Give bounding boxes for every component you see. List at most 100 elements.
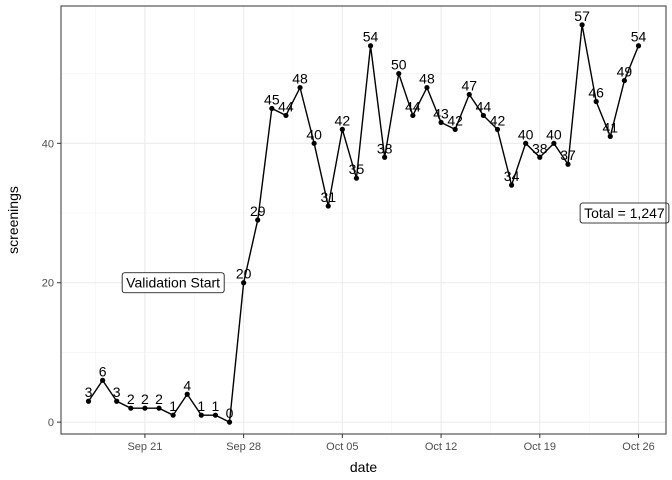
data-label: 48 (419, 71, 435, 87)
y-axis-title: screenings (5, 186, 21, 254)
data-point (607, 133, 613, 139)
data-point (269, 105, 275, 112)
data-point (297, 84, 303, 91)
data-label: 1 (169, 398, 177, 414)
data-labels: 363 2 2 2 141 1 020294544484031423554385044484… (85, 8, 647, 421)
series-line (87, 24, 640, 424)
annotation-label: Validation Start (121, 272, 225, 294)
data-point (226, 419, 233, 425)
x-tick-label: Oct 05 (326, 441, 358, 453)
x-tick-label: Oct 12 (425, 441, 457, 453)
data-point (396, 71, 402, 77)
data-point (311, 140, 317, 146)
y-tick-label: 0 (48, 417, 54, 429)
data-label: 42 (335, 112, 351, 128)
x-tick-label: Sep 21 (127, 441, 162, 453)
data-label: 20 (236, 266, 252, 282)
annotation-text: Validation Start (126, 275, 220, 291)
data-label: 45 (264, 91, 280, 107)
annotations: Validation Start Total = 1,247 (121, 202, 670, 294)
data-point (128, 405, 134, 411)
data-point (170, 412, 176, 418)
data-point (593, 98, 599, 105)
data-label: 38 (377, 140, 393, 156)
data-label: 54 (363, 29, 379, 45)
data-label: 3 (113, 384, 121, 400)
data-point (565, 161, 571, 167)
data-point (114, 398, 120, 404)
data-point (85, 398, 92, 404)
data-label: 29 (250, 203, 266, 219)
annotation-box (579, 202, 670, 224)
data-label: 44 (405, 98, 421, 114)
data-point (100, 377, 106, 383)
data-label: 31 (320, 189, 336, 205)
plot-panel (61, 6, 666, 434)
data-point (508, 182, 515, 188)
data-label: 44 (476, 98, 492, 114)
data-point (466, 91, 472, 98)
series-line-group (87, 24, 640, 424)
data-point (325, 203, 331, 209)
data-point (579, 22, 585, 28)
data-point (424, 84, 430, 91)
data-point (367, 43, 374, 49)
data-point (621, 77, 627, 84)
data-label: 34 (504, 168, 520, 184)
data-label: 41 (603, 119, 619, 135)
data-label: 40 (518, 126, 534, 142)
data-point (523, 140, 529, 146)
data-point (452, 126, 458, 132)
data-label: 2 (155, 391, 163, 407)
data-point (198, 412, 204, 418)
x-axis: Sep 21 Sep 28 Oct 05 Oct 12 Oct 19 Oct 26 (127, 434, 655, 453)
data-label: 0 (226, 405, 234, 421)
data-point (438, 119, 444, 126)
data-label: 37 (560, 147, 576, 163)
data-point (382, 154, 388, 160)
data-label: 6 (99, 363, 107, 379)
data-label: 57 (574, 8, 590, 24)
data-point (537, 154, 543, 160)
data-point (241, 280, 247, 286)
data-label: 46 (588, 84, 604, 100)
data-label: 42 (447, 112, 463, 128)
data-label: 1 (197, 398, 205, 414)
data-points (85, 22, 642, 425)
data-point (480, 112, 486, 119)
data-label: 49 (617, 64, 633, 80)
plot-border (60, 5, 667, 435)
y-axis: 0 20 40 (42, 138, 61, 429)
data-label: 43 (433, 105, 449, 121)
data-label: 40 (546, 126, 562, 142)
annotation-text: Total = 1,247 (584, 205, 665, 221)
annotation-label: Total = 1,247 (579, 202, 670, 224)
y-tick-label: 40 (42, 138, 54, 150)
data-label: 4 (183, 377, 191, 393)
data-label: 2 (141, 391, 149, 407)
data-label: 44 (278, 98, 294, 114)
data-label: 38 (532, 140, 548, 156)
data-point (339, 126, 345, 132)
data-label: 1 (212, 398, 220, 414)
data-point (142, 405, 148, 411)
data-label: 47 (461, 78, 477, 94)
x-axis-title: date (350, 459, 377, 475)
data-point (283, 112, 289, 119)
data-label: 35 (349, 161, 365, 177)
data-point (410, 112, 416, 119)
x-tick-label: Oct 26 (622, 441, 654, 453)
data-point (494, 126, 501, 132)
data-point (353, 175, 360, 181)
data-point (551, 140, 557, 146)
data-label: 2 (127, 391, 135, 407)
x-tick-label: Oct 19 (524, 441, 556, 453)
y-tick-label: 20 (42, 278, 54, 290)
data-point (156, 405, 162, 411)
data-point (184, 391, 190, 397)
x-tick-label: Sep 28 (226, 441, 261, 453)
data-label: 42 (490, 112, 506, 128)
data-point (212, 412, 219, 418)
data-label: 48 (292, 71, 308, 87)
